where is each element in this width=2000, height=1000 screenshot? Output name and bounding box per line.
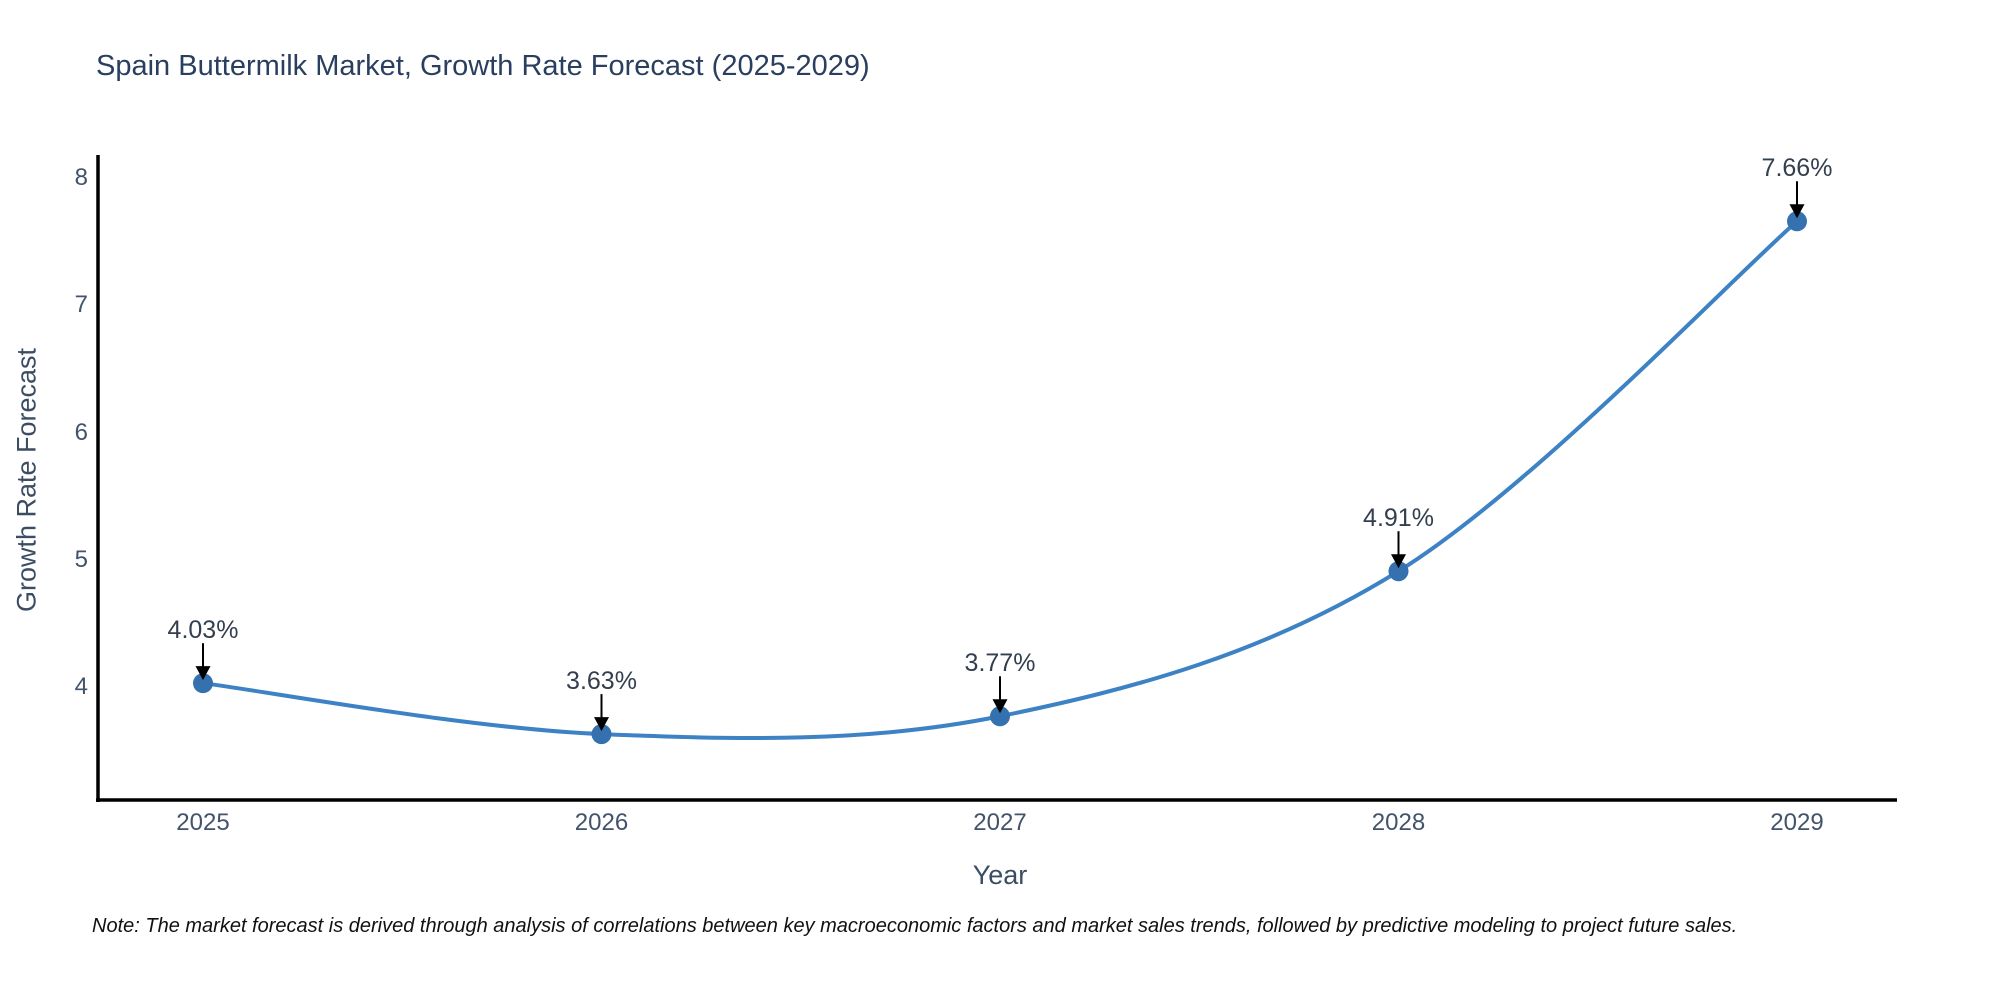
y-tick-label: 7 (74, 291, 88, 319)
data-point-marker (1388, 561, 1409, 582)
x-tick-label: 2029 (1770, 809, 1824, 836)
x-tick-label: 2026 (574, 809, 629, 836)
point-annotation: 4.91% (1363, 504, 1434, 533)
x-tick-label: 2025 (176, 809, 230, 836)
x-tick-label: 2028 (1371, 809, 1426, 836)
x-axis-title: Year (972, 860, 1028, 890)
chart-title: Spain Buttermilk Market, Growth Rate For… (96, 50, 870, 82)
annotation-arrowhead (1391, 554, 1406, 569)
y-tick-label: 4 (74, 673, 88, 700)
data-point-marker (1787, 211, 1807, 232)
data-point-marker (591, 724, 612, 745)
point-annotation: 3.63% (566, 667, 637, 696)
annotation-arrowhead (992, 699, 1008, 714)
y-tick-label: 5 (74, 545, 88, 573)
point-annotation: 7.66% (1761, 154, 1833, 183)
footnote: Note: The market forecast is derived thr… (92, 915, 1738, 937)
point-annotation: 3.77% (964, 649, 1036, 678)
annotation-arrowhead (594, 717, 609, 732)
y-axis-title: Growth Rate Forecast (11, 347, 42, 613)
annotation-arrowhead (195, 666, 211, 681)
y-tick-label: 6 (74, 418, 88, 446)
data-point-marker (990, 706, 1010, 727)
x-tick-label: 2027 (973, 809, 1027, 836)
y-tick-label: 8 (74, 164, 88, 191)
point-annotation: 4.03% (167, 616, 239, 645)
data-point-marker (193, 673, 213, 694)
annotation-arrowhead (1789, 204, 1805, 219)
